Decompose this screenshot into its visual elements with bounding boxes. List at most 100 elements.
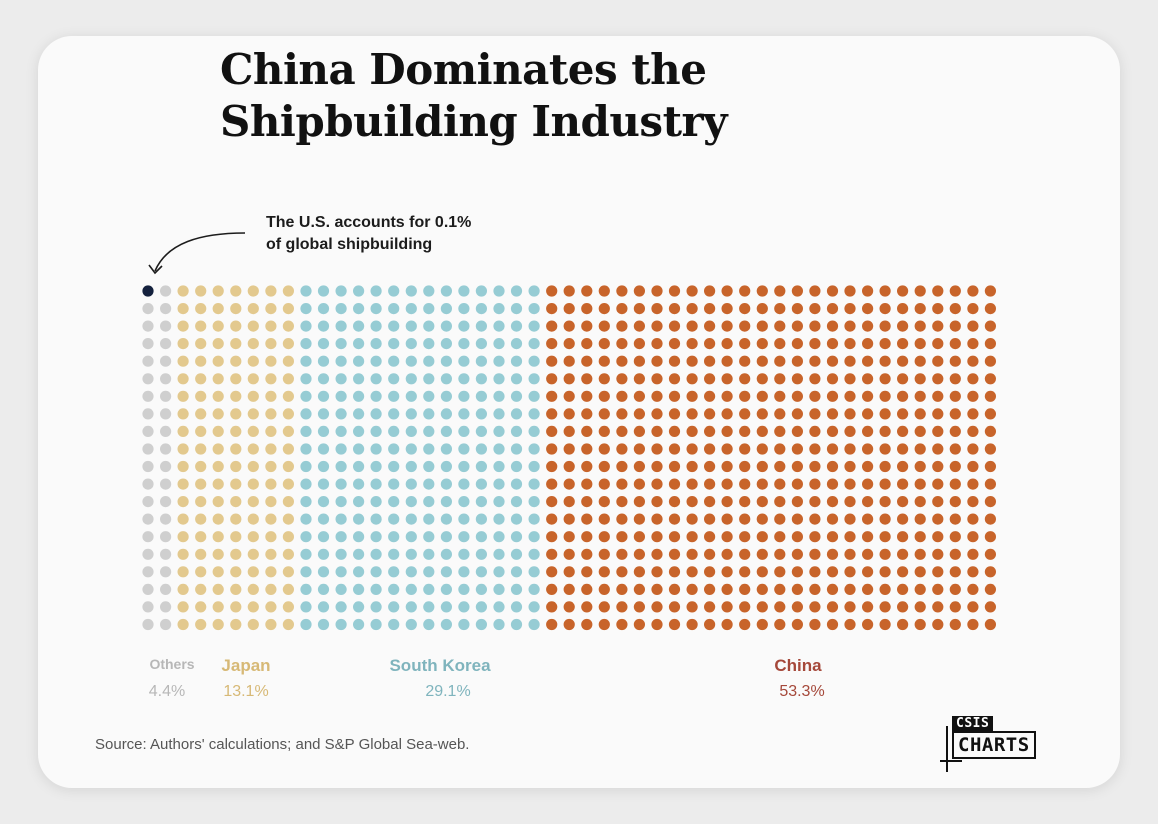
waffle-dot-china <box>791 373 804 385</box>
waffle-dot-south-korea <box>335 513 347 525</box>
waffle-dot-others <box>142 320 154 332</box>
waffle-dot-china <box>914 601 926 613</box>
waffle-dot-china <box>844 285 856 297</box>
waffle-dot-japan <box>212 548 224 560</box>
waffle-dot-south-korea <box>440 460 452 473</box>
waffle-dot-china <box>581 513 593 525</box>
waffle-dot-china <box>563 478 575 490</box>
waffle-dot-china <box>949 373 961 385</box>
waffle-dot-south-korea <box>388 496 400 508</box>
waffle-dot-china <box>949 478 961 490</box>
waffle-dot-china <box>651 408 663 420</box>
waffle-dot-china <box>774 355 786 367</box>
waffle-dot-south-korea <box>405 601 417 613</box>
waffle-dot-japan <box>195 531 207 543</box>
waffle-dot-south-korea <box>475 496 487 508</box>
waffle-dot-china <box>756 478 768 490</box>
waffle-dot-south-korea <box>528 583 540 596</box>
waffle-dot-china <box>984 460 997 473</box>
waffle-dot-south-korea <box>317 601 330 613</box>
waffle-dot-us <box>142 285 154 297</box>
waffle-dot-south-korea <box>440 425 452 437</box>
waffle-dot-japan <box>195 566 207 578</box>
waffle-dot-china <box>897 478 909 490</box>
waffle-dot-japan <box>212 390 224 402</box>
waffle-dot-china <box>967 338 979 350</box>
waffle-dot-china <box>826 303 839 315</box>
waffle-dot-china <box>756 601 768 613</box>
waffle-dot-south-korea <box>528 338 540 350</box>
waffle-dot-china <box>686 548 698 560</box>
waffle-dot-china <box>651 390 663 402</box>
waffle-dot-china <box>686 601 698 613</box>
waffle-dot-japan <box>247 373 259 385</box>
waffle-dot-south-korea <box>510 460 523 473</box>
waffle-dot-china <box>704 390 716 402</box>
waffle-dot-china <box>949 513 961 525</box>
waffle-dot-china <box>739 583 751 596</box>
waffle-dot-china <box>932 496 944 508</box>
waffle-dot-china <box>563 460 575 473</box>
waffle-dot-others <box>160 373 172 385</box>
waffle-dot-south-korea <box>493 583 505 596</box>
waffle-dot-china <box>563 618 575 631</box>
waffle-dot-china <box>616 303 628 315</box>
waffle-dot-china <box>809 601 821 613</box>
waffle-dot-china <box>879 408 891 420</box>
waffle-dot-south-korea <box>475 601 487 613</box>
waffle-dot-japan <box>282 618 294 631</box>
waffle-dot-china <box>826 548 839 560</box>
waffle-dot-china <box>809 548 821 560</box>
waffle-dot-south-korea <box>353 285 365 297</box>
waffle-dot-japan <box>282 601 294 613</box>
waffle-dot-japan <box>265 601 277 613</box>
waffle-dot-others <box>160 601 172 613</box>
waffle-dot-south-korea <box>405 531 417 543</box>
waffle-dot-south-korea <box>458 408 470 420</box>
value-label-others: 4.4% <box>148 683 186 700</box>
waffle-dot-china <box>721 513 733 525</box>
waffle-dot-china <box>932 566 944 578</box>
waffle-dot-south-korea <box>353 443 365 455</box>
waffle-dot-south-korea <box>353 531 365 543</box>
waffle-dot-japan <box>247 425 259 437</box>
waffle-dot-south-korea <box>475 408 487 420</box>
waffle-dot-china <box>862 355 874 367</box>
waffle-dot-south-korea <box>388 355 400 367</box>
waffle-dot-south-korea <box>388 373 400 385</box>
waffle-dot-south-korea <box>353 303 365 315</box>
waffle-dot-china <box>633 285 646 297</box>
waffle-dot-china <box>967 566 979 578</box>
waffle-dot-china <box>809 460 821 473</box>
waffle-dot-china <box>756 355 768 367</box>
waffle-dot-china <box>862 320 874 332</box>
waffle-dot-japan <box>282 496 294 508</box>
waffle-dot-south-korea <box>300 548 312 560</box>
waffle-dot-china <box>563 425 575 437</box>
waffle-dot-japan <box>247 548 259 560</box>
waffle-dot-china <box>756 320 768 332</box>
waffle-dot-china <box>651 601 663 613</box>
waffle-dot-china <box>546 566 558 578</box>
waffle-dot-china <box>967 531 979 543</box>
waffle-dot-china <box>546 531 558 543</box>
waffle-dot-japan <box>247 460 259 473</box>
waffle-dot-china <box>756 583 768 596</box>
waffle-dot-south-korea <box>510 513 523 525</box>
waffle-dot-japan <box>195 460 207 473</box>
waffle-dot-china <box>809 390 821 402</box>
waffle-dot-china <box>581 355 593 367</box>
waffle-dot-japan <box>230 478 242 490</box>
waffle-dot-japan <box>265 583 277 596</box>
waffle-dot-south-korea <box>475 583 487 596</box>
waffle-dot-china <box>826 531 839 543</box>
waffle-dot-others <box>160 513 172 525</box>
waffle-dot-south-korea <box>423 566 435 578</box>
waffle-dot-china <box>809 618 821 631</box>
waffle-dot-china <box>984 531 997 543</box>
waffle-dot-china <box>774 338 786 350</box>
waffle-dot-china <box>774 460 786 473</box>
waffle-dot-south-korea <box>353 338 365 350</box>
waffle-dot-japan <box>247 285 259 297</box>
waffle-dot-south-korea <box>510 566 523 578</box>
